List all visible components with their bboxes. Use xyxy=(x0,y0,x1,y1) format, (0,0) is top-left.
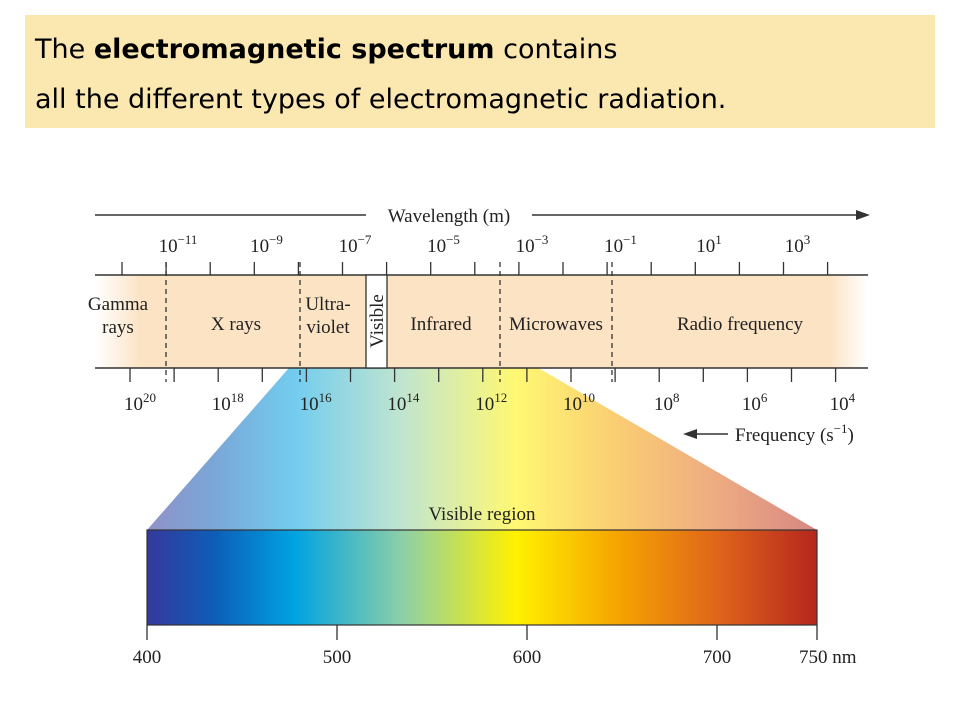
region-label: Gamma xyxy=(88,294,149,315)
region-label: Ultra- xyxy=(305,294,350,315)
region-label: Microwaves xyxy=(509,314,603,335)
power-exponent: 8 xyxy=(673,390,680,405)
visible-region-label: Visible region xyxy=(428,504,536,525)
wavelength-tick-label: 10−5 xyxy=(427,232,460,257)
power-exponent: −3 xyxy=(535,232,549,247)
power-exponent: 4 xyxy=(849,390,856,405)
nm-label: 600 xyxy=(513,647,542,668)
title-line-1: The electromagnetic spectrum contains xyxy=(34,34,617,65)
power-base: 10 xyxy=(427,236,446,257)
power-base: 10 xyxy=(785,236,804,257)
frequency-tick-label: 1012 xyxy=(475,390,507,415)
frequency-tick-label: 106 xyxy=(742,390,768,415)
region-label: Radio frequency xyxy=(677,314,804,335)
power-base: 10 xyxy=(159,236,178,257)
nm-label: 700 xyxy=(703,647,732,668)
power-exponent: −9 xyxy=(269,232,283,247)
frequency-tick-label: 1020 xyxy=(124,390,156,415)
nm-label: 750 nm xyxy=(799,647,857,668)
power-exponent: 6 xyxy=(761,390,768,405)
power-base: 10 xyxy=(300,394,319,415)
region-label: Visible xyxy=(367,294,388,348)
power-base: 10 xyxy=(563,394,582,415)
power-exponent: −5 xyxy=(446,232,460,247)
power-base: 10 xyxy=(830,394,849,415)
wavelength-tick-label: 101 xyxy=(696,232,722,257)
wavelength-tick-label: 10−11 xyxy=(159,232,198,257)
power-base: 10 xyxy=(516,236,535,257)
power-base: 10 xyxy=(387,394,406,415)
power-exponent: −11 xyxy=(178,232,198,247)
arrow-head xyxy=(856,210,870,220)
power-exponent: −1 xyxy=(623,232,637,247)
title-lead: The xyxy=(34,34,94,65)
power-exponent: 3 xyxy=(804,232,811,247)
title-tail: contains xyxy=(495,34,618,65)
power-base: 10 xyxy=(212,394,231,415)
power-exponent: 16 xyxy=(319,390,333,405)
spectrum-diagram: Wavelength (m)10−11 10−9 10−7 10−5 10−3 10−1 1… xyxy=(88,203,870,668)
visible-box xyxy=(365,274,388,369)
label-bg xyxy=(366,203,532,227)
wavelength-tick-label: 10−7 xyxy=(339,232,372,257)
region-label: violet xyxy=(306,317,350,338)
power-base: 10 xyxy=(339,236,358,257)
power-exponent: 12 xyxy=(494,390,507,405)
nm-label: 400 xyxy=(133,647,162,668)
frequency-label-close: ) xyxy=(848,425,854,446)
power-base: 10 xyxy=(604,236,623,257)
nm-label: 500 xyxy=(323,647,352,668)
title-box xyxy=(25,15,935,128)
visible-spectrum xyxy=(146,529,818,626)
frequency-tick-label: 1018 xyxy=(212,390,244,415)
wavelength-tick-label: 103 xyxy=(785,232,811,257)
power-exponent: 10 xyxy=(582,390,595,405)
wavelength-label: Wavelength (m) xyxy=(388,206,510,227)
frequency-label-text: Frequency (s xyxy=(735,425,834,446)
power-exponent: 1 xyxy=(715,232,722,247)
arrow-head xyxy=(683,429,697,439)
power-exponent: 18 xyxy=(231,390,244,405)
frequency-label: Frequency (s−1) xyxy=(735,421,854,446)
frequency-tick-label: 1016 xyxy=(300,390,333,415)
region-label: rays xyxy=(102,317,134,338)
region-label: X rays xyxy=(211,314,261,335)
power-exponent: −7 xyxy=(358,232,372,247)
frequency-tick-label: 104 xyxy=(830,390,856,415)
power-exponent: 14 xyxy=(406,390,420,405)
frequency-tick-label: 108 xyxy=(654,390,680,415)
power-base: 10 xyxy=(696,236,715,257)
frequency-tick-label: 1010 xyxy=(563,390,595,415)
wavelength-tick-label: 10−1 xyxy=(604,232,637,257)
wavelength-tick-label: 10−3 xyxy=(516,232,549,257)
title-line-2: all the different types of electromagnet… xyxy=(35,84,726,115)
spectrum-band xyxy=(95,275,868,368)
wavelength-tick-label: 10−9 xyxy=(250,232,283,257)
power-base: 10 xyxy=(250,236,269,257)
power-exponent: 20 xyxy=(143,390,156,405)
power-base: 10 xyxy=(742,394,761,415)
power-base: 10 xyxy=(124,394,143,415)
power-base: 10 xyxy=(475,394,494,415)
frequency-label-exp: −1 xyxy=(834,421,848,436)
region-label: Infrared xyxy=(410,314,472,335)
power-base: 10 xyxy=(654,394,673,415)
title-bold: electromagnetic spectrum xyxy=(94,34,495,65)
frequency-tick-label: 1014 xyxy=(387,390,420,415)
